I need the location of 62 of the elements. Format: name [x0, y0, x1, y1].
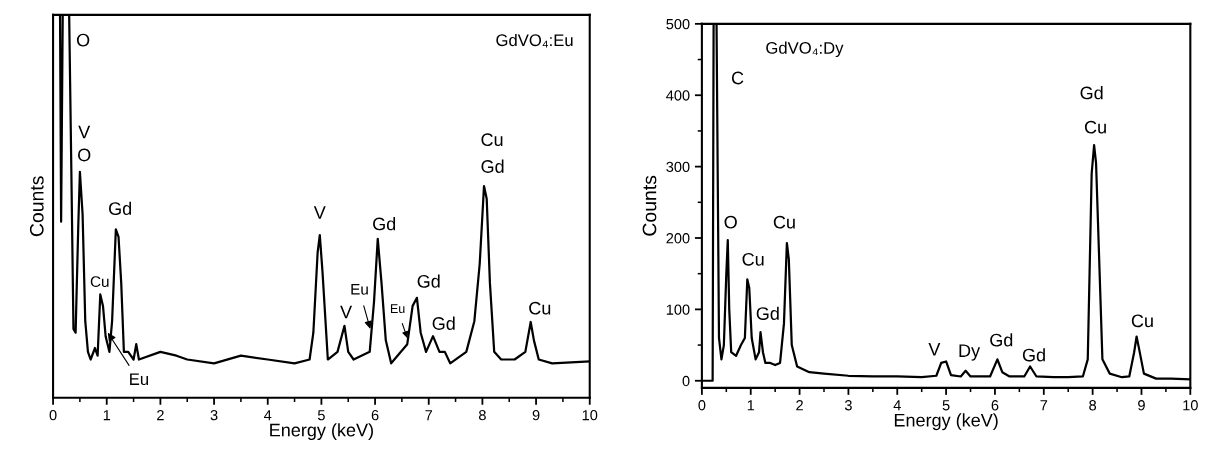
x-tick-label: 6: [371, 409, 379, 421]
x-tick-label: 4: [264, 410, 272, 421]
y-tick-label: 300: [666, 161, 690, 173]
annotation: Gd: [417, 274, 440, 288]
annotation: C: [731, 71, 744, 85]
annotation: Cu: [742, 252, 764, 266]
annotation: V: [78, 125, 91, 139]
annotation: Gd: [481, 159, 504, 173]
x-tick-label: 0: [49, 409, 57, 421]
annotation: Cu: [529, 301, 551, 315]
x-tick-label: 8: [1089, 400, 1097, 411]
x-tick-label: 5: [942, 400, 950, 411]
x-tick-label: 9: [532, 409, 540, 421]
y-tick-label: 200: [666, 233, 690, 244]
x-axis-title: Energy (keV): [894, 413, 998, 431]
annotation: Gd: [373, 217, 396, 231]
y-tick-label: 400: [666, 90, 690, 101]
x-tick-label: 2: [796, 400, 803, 411]
x-tick-label: 7: [1040, 400, 1048, 411]
annotation: Cu: [1084, 120, 1106, 134]
annotation: Gd: [1080, 86, 1103, 100]
x-tick-label: 4: [893, 400, 901, 411]
annotation: Cu: [481, 133, 503, 147]
text: GdVO₄:Dy: [766, 41, 844, 58]
annotation: Eu: [351, 284, 368, 295]
x-tick-label: 9: [1138, 400, 1145, 411]
y-tick-label: 0: [682, 375, 690, 387]
y-axis-title: Counts: [29, 176, 44, 237]
y-axis-title: Counts: [642, 175, 657, 236]
annotation: Gd: [756, 306, 779, 320]
annotation: Eu: [130, 373, 149, 386]
annotation: V: [340, 305, 353, 319]
annotation: Dy: [959, 344, 981, 361]
annotation: Gd: [432, 316, 455, 330]
x-tick-label: 3: [210, 409, 218, 421]
annotation: Gd: [109, 201, 132, 215]
x-tick-label: 2: [157, 409, 164, 421]
x-tick-label: 10: [582, 409, 598, 421]
x-tick-label: 1: [103, 410, 111, 421]
x-tick-label: 7: [425, 410, 433, 421]
x-tick-label: 10: [1183, 400, 1198, 411]
x-tick-label: 0: [698, 400, 706, 411]
annotation: Gd: [1022, 348, 1045, 362]
annotation: O: [78, 148, 91, 162]
annotation: Cu: [90, 276, 109, 288]
annotation: V: [313, 206, 326, 219]
annotation: Cu: [773, 215, 795, 229]
y-tick-label: 100: [666, 304, 690, 315]
x-tick-label: 1: [747, 400, 755, 411]
annotation: O: [76, 33, 90, 47]
x-tick-label: 3: [844, 400, 852, 411]
annotation: V: [928, 343, 941, 356]
annotation: Cu: [1131, 314, 1153, 328]
text: GdVO₄:Eu: [496, 33, 573, 48]
x-axis-title: Energy (keV): [270, 423, 373, 441]
y-tick-label: 500: [666, 18, 690, 30]
x-tick-label: 5: [317, 410, 325, 421]
x-tick-label: 6: [991, 400, 999, 411]
annotation: Eu: [390, 304, 405, 314]
x-tick-label: 8: [478, 409, 486, 421]
annotation: O: [724, 215, 737, 229]
annotation: Gd: [990, 333, 1013, 347]
